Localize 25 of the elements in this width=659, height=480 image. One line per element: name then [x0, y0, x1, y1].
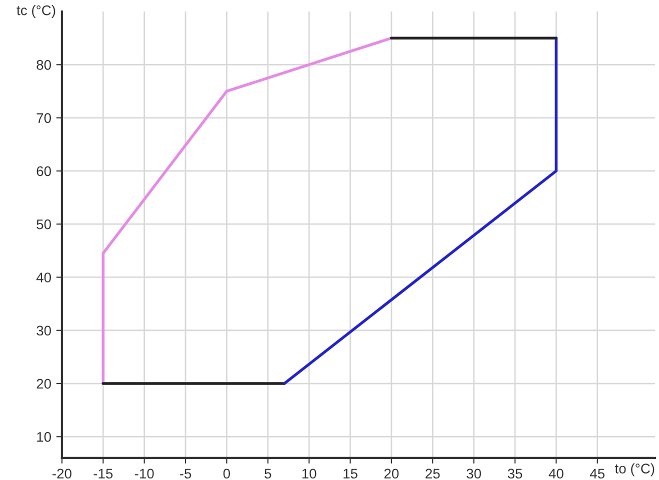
x-tick-label: 35 — [508, 468, 522, 479]
y-tick-label: 80 — [36, 60, 51, 70]
y-tick-label: 40 — [36, 272, 51, 282]
x-tick-label: -20 — [52, 468, 72, 479]
x-tick-label: 40 — [548, 468, 564, 479]
line-series — [102, 36, 393, 385]
x-tick-label: 30 — [466, 468, 482, 479]
x-tick-label: 20 — [384, 468, 399, 479]
y-tick-label: 50 — [36, 219, 51, 230]
x-tick-label: 45 — [590, 468, 605, 479]
y-tick-label: 20 — [36, 378, 51, 389]
x-tick-label: -5 — [180, 468, 192, 479]
x-tick-label: -10 — [134, 468, 154, 479]
x-tick-label: 0 — [223, 468, 230, 479]
y-axis-title: tc (°C) — [16, 5, 56, 18]
y-tick-label: 10 — [37, 432, 51, 442]
x-tick-label: 5 — [264, 468, 272, 479]
x-tick-label: 15 — [344, 468, 358, 479]
x-axis-title: to (°C) — [614, 463, 654, 476]
y-tick-label: 70 — [36, 113, 51, 123]
x-tick-label: 25 — [426, 468, 440, 479]
y-tick-label: 30 — [36, 326, 51, 336]
x-tick-label: 10 — [302, 468, 316, 479]
x-tick-label: -15 — [94, 468, 113, 479]
y-tick-label: 60 — [36, 166, 51, 176]
